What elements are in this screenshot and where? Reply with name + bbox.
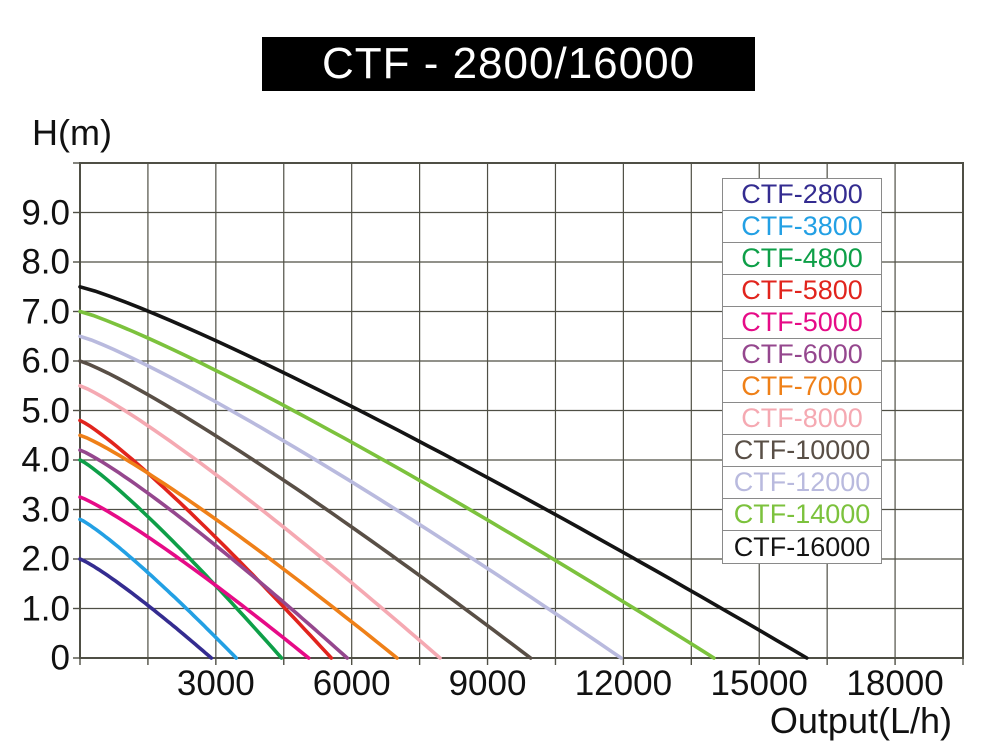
legend-label: CTF-4800 <box>741 243 863 273</box>
y-tick-label: 5.0 <box>21 391 70 430</box>
legend-label: CTF-5800 <box>741 275 863 305</box>
legend-item-ctf-16000: CTF-16000 <box>723 531 881 563</box>
pump-curve-ctf-6000 <box>78 448 349 660</box>
pump-curve-ctf-7000 <box>78 433 399 660</box>
legend-label: CTF-6000 <box>741 339 863 369</box>
legend-item-ctf-6000: CTF-6000 <box>723 339 881 371</box>
y-tick-label: 1.0 <box>21 589 70 628</box>
x-tick-label: 6000 <box>312 664 391 703</box>
legend-item-ctf-2800: CTF-2800 <box>723 179 881 211</box>
legend-item-ctf-12000: CTF-12000 <box>723 467 881 499</box>
pump-curve-ctf-3800 <box>78 517 238 660</box>
legend-item-ctf-4800: CTF-4800 <box>723 243 881 275</box>
x-tick-label: 18000 <box>846 664 944 703</box>
legend-item-ctf-8000: CTF-8000 <box>723 403 881 435</box>
y-tick-label: 9.0 <box>21 193 70 232</box>
pump-curve-ctf-16000 <box>78 285 809 660</box>
pump-curve-ctf-14000 <box>78 309 716 660</box>
y-tick-label: 0 <box>50 638 70 678</box>
pump-curve-ctf-5000 <box>78 495 311 660</box>
y-tick-label: 7.0 <box>21 292 70 331</box>
pump-curve-ctf-12000 <box>78 334 623 660</box>
legend-label: CTF-16000 <box>733 531 871 562</box>
legend-item-ctf-7000: CTF-7000 <box>723 371 881 403</box>
legend-label: CTF-14000 <box>733 499 871 529</box>
legend-label: CTF-3800 <box>741 211 863 241</box>
legend-label: CTF-12000 <box>733 467 871 497</box>
y-tick-label: 2.0 <box>21 539 70 579</box>
chart-title: CTF - 2800/16000 <box>321 39 696 88</box>
y-axis-title: H(m) <box>32 112 112 153</box>
title-bar: CTF - 2800/16000 <box>262 37 755 91</box>
y-tick-label: 4.0 <box>21 440 70 480</box>
pump-curve-ctf-2800 <box>78 557 214 660</box>
pump-curve-ctf-10000 <box>78 359 533 660</box>
legend-item-ctf-5800: CTF-5800 <box>723 275 881 307</box>
pump-curve-ctf-8000 <box>78 384 442 660</box>
legend-label: CTF-2800 <box>741 179 863 209</box>
legend-label: CTF-10000 <box>733 435 871 465</box>
legend-item-ctf-14000: CTF-14000 <box>723 499 881 531</box>
x-tick-label: 9000 <box>448 664 527 703</box>
legend: CTF-2800 CTF-3800 CTF-4800 CTF-5800 CTF-5000… <box>722 178 882 564</box>
y-tick-label: 6.0 <box>21 341 70 381</box>
x-tick-label: 15000 <box>710 664 808 703</box>
legend-label: CTF-8000 <box>741 403 863 433</box>
pump-curve-ctf-5800 <box>78 418 334 660</box>
legend-label: CTF-5000 <box>741 307 863 337</box>
legend-item-ctf-5000: CTF-5000 <box>723 307 881 339</box>
x-tick-label: 3000 <box>176 664 255 703</box>
legend-label: CTF-7000 <box>741 371 863 401</box>
y-tick-label: 3.0 <box>21 490 70 529</box>
x-axis-title: Output(L/h) <box>769 700 952 741</box>
y-tick-label: 8.0 <box>21 242 70 282</box>
legend-item-ctf-3800: CTF-3800 <box>723 211 881 243</box>
legend-item-ctf-10000: CTF-10000 <box>723 435 881 467</box>
x-tick-label: 12000 <box>574 664 673 703</box>
pump-curve-ctf-4800 <box>78 458 284 660</box>
